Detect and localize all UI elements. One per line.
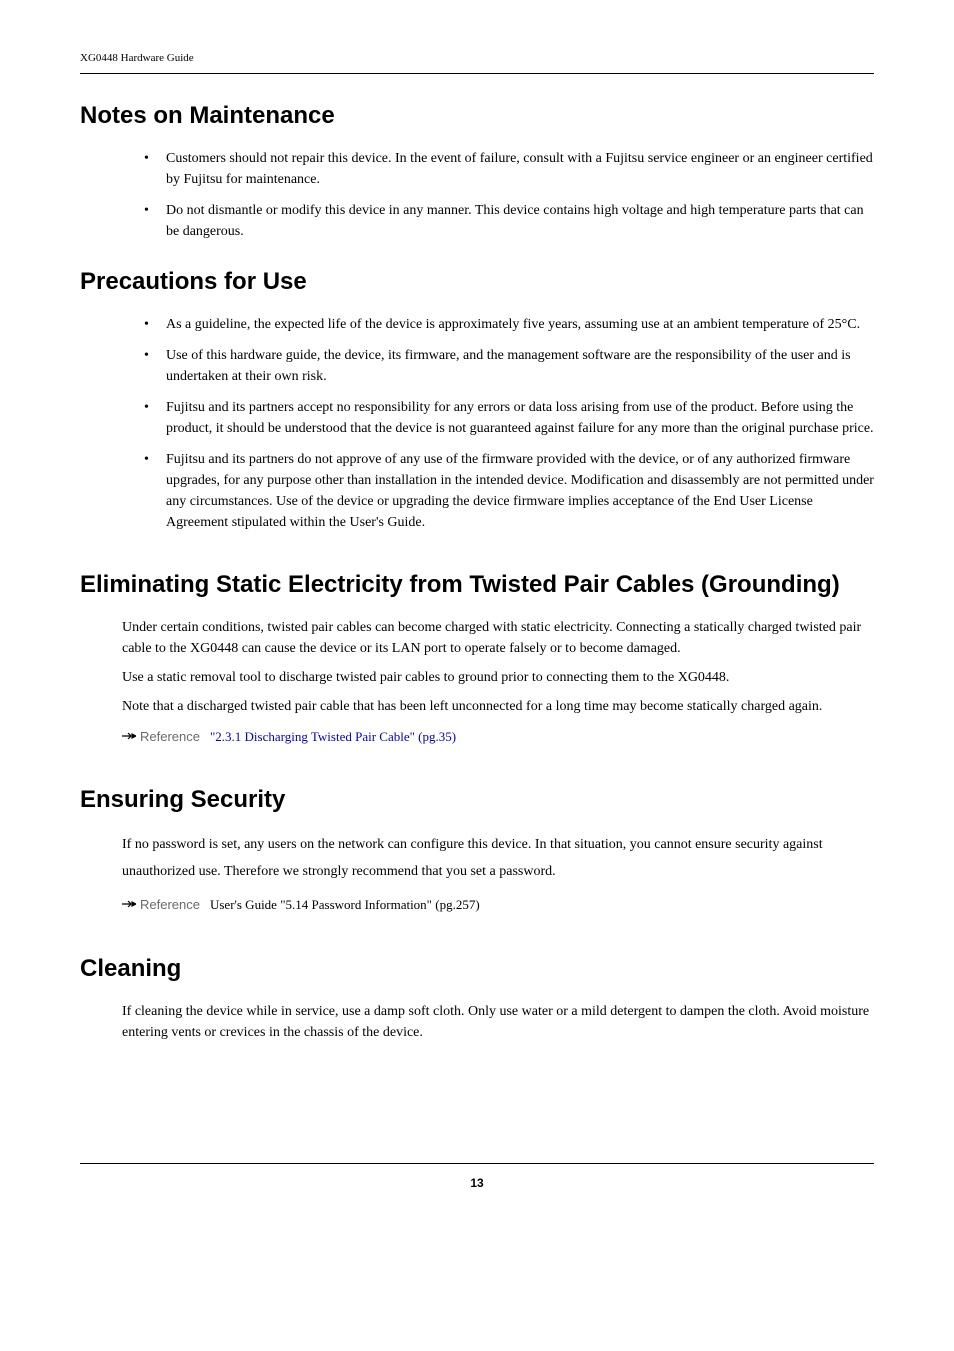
reference-label: Reference <box>140 895 200 915</box>
maintenance-list: Customers should not repair this device.… <box>144 148 874 242</box>
list-item: Fujitsu and its partners accept no respo… <box>144 397 874 439</box>
paragraph: Note that a discharged twisted pair cabl… <box>122 696 874 717</box>
precautions-body: As a guideline, the expected life of the… <box>122 314 874 533</box>
guide-title: XG0448 Hardware Guide <box>80 52 194 64</box>
heading-precautions: Precautions for Use <box>80 264 874 300</box>
cleaning-body: If cleaning the device while in service,… <box>122 1001 874 1043</box>
pointer-icon <box>122 895 136 915</box>
static-body: Under certain conditions, twisted pair c… <box>122 617 874 747</box>
list-item: As a guideline, the expected life of the… <box>144 314 874 335</box>
reference-label: Reference <box>140 727 200 747</box>
heading-maintenance: Notes on Maintenance <box>80 98 874 134</box>
paragraph: If no password is set, any users on the … <box>122 832 874 885</box>
list-item: Fujitsu and its partners do not approve … <box>144 449 874 533</box>
reference-tag: Reference <box>122 895 200 915</box>
maintenance-body: Customers should not repair this device.… <box>122 148 874 242</box>
paragraph: Use a static removal tool to discharge t… <box>122 667 874 688</box>
page-header: XG0448 Hardware Guide <box>80 50 874 74</box>
precautions-list: As a guideline, the expected life of the… <box>144 314 874 533</box>
reference-security: Reference User's Guide "5.14 Password In… <box>122 895 874 915</box>
heading-static: Eliminating Static Electricity from Twis… <box>80 567 874 603</box>
list-item: Customers should not repair this device.… <box>144 148 874 190</box>
reference-link[interactable]: "2.3.1 Discharging Twisted Pair Cable" (… <box>210 727 456 747</box>
list-item: Do not dismantle or modify this device i… <box>144 200 874 242</box>
reference-text: User's Guide "5.14 Password Information"… <box>210 895 480 915</box>
paragraph: If cleaning the device while in service,… <box>122 1001 874 1043</box>
list-item: Use of this hardware guide, the device, … <box>144 345 874 387</box>
reference-static: Reference "2.3.1 Discharging Twisted Pai… <box>122 727 874 747</box>
security-body: If no password is set, any users on the … <box>122 832 874 915</box>
heading-security: Ensuring Security <box>80 782 874 818</box>
reference-tag: Reference <box>122 727 200 747</box>
pointer-icon <box>122 727 136 747</box>
page-number: 13 <box>80 1163 874 1192</box>
paragraph: Under certain conditions, twisted pair c… <box>122 617 874 659</box>
heading-cleaning: Cleaning <box>80 951 874 987</box>
